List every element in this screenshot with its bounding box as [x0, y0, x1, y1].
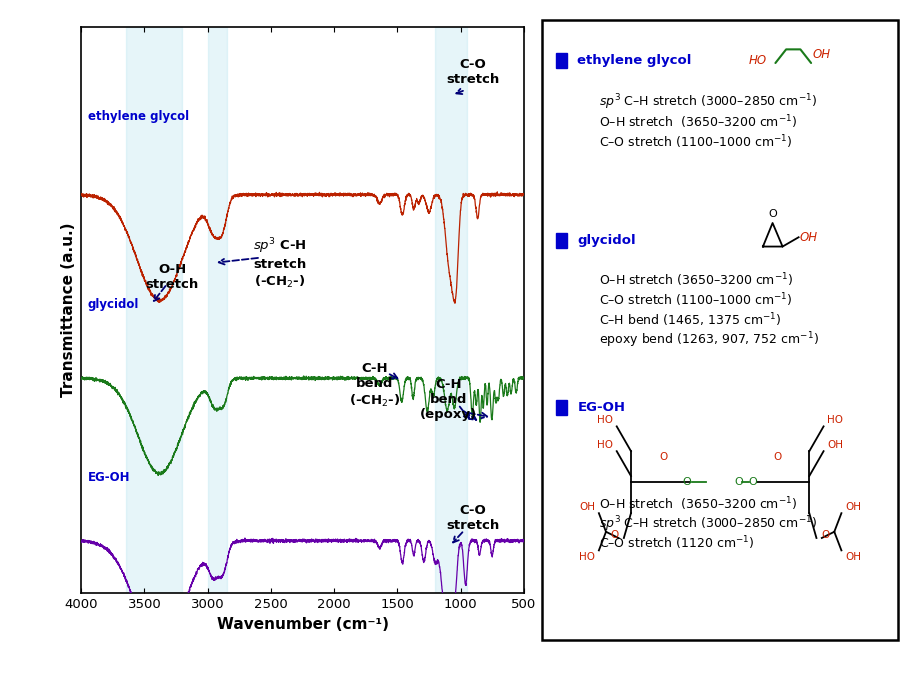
- Text: glycidol: glycidol: [577, 234, 635, 247]
- Text: C-O
stretch: C-O stretch: [446, 59, 499, 86]
- Bar: [435, 27, 466, 593]
- Text: O–H stretch  (3650–3200 cm$^{-1}$): O–H stretch (3650–3200 cm$^{-1}$): [598, 114, 796, 131]
- Bar: [556, 53, 566, 68]
- X-axis label: Wavenumber (cm⁻¹): Wavenumber (cm⁻¹): [216, 617, 388, 632]
- Text: ethylene glycol: ethylene glycol: [577, 54, 691, 67]
- Text: HO: HO: [748, 54, 766, 67]
- Text: O: O: [748, 477, 757, 487]
- Text: HO: HO: [596, 415, 612, 425]
- Text: C-H
bend
(epoxy): C-H bend (epoxy): [419, 378, 476, 421]
- Text: O: O: [768, 209, 776, 218]
- Text: O: O: [658, 452, 667, 462]
- Text: C–H bend (1465, 1375 cm$^{-1}$): C–H bend (1465, 1375 cm$^{-1}$): [598, 311, 780, 329]
- Bar: [125, 27, 182, 593]
- Text: OH: OH: [811, 48, 829, 61]
- Text: HO: HO: [826, 415, 842, 425]
- Text: $sp^3$ C-H
stretch
(-CH$_2$-): $sp^3$ C-H stretch (-CH$_2$-): [253, 237, 307, 290]
- Text: $sp^3$ C–H stretch (3000–2850 cm$^{-1}$): $sp^3$ C–H stretch (3000–2850 cm$^{-1}$): [598, 93, 816, 113]
- Text: HO: HO: [596, 440, 612, 450]
- Text: O: O: [682, 477, 691, 487]
- Text: C–O stretch (1100–1000 cm$^{-1}$): C–O stretch (1100–1000 cm$^{-1}$): [598, 133, 792, 151]
- Text: HO: HO: [579, 551, 594, 561]
- Text: O–H stretch (3650–3200 cm$^{-1}$): O–H stretch (3650–3200 cm$^{-1}$): [598, 272, 792, 289]
- Text: C-O
stretch: C-O stretch: [446, 504, 499, 532]
- Text: OH: OH: [799, 231, 817, 244]
- Text: OH: OH: [579, 502, 594, 512]
- Text: $sp^3$ C–H stretch (3000–2850 cm$^{-1}$): $sp^3$ C–H stretch (3000–2850 cm$^{-1}$): [598, 514, 816, 534]
- Bar: [556, 400, 566, 415]
- Text: O: O: [610, 530, 618, 540]
- Text: OH: OH: [844, 551, 860, 561]
- Text: epoxy bend (1263, 907, 752 cm$^{-1}$): epoxy bend (1263, 907, 752 cm$^{-1}$): [598, 330, 818, 350]
- Y-axis label: Transmittance (a.u.): Transmittance (a.u.): [60, 223, 76, 397]
- Bar: [207, 27, 226, 593]
- Text: EG-OH: EG-OH: [577, 401, 625, 415]
- Text: C-H
bend
(-CH$_2$-): C-H bend (-CH$_2$-): [348, 363, 400, 409]
- Text: EG-OH: EG-OH: [87, 471, 130, 485]
- Bar: [556, 233, 566, 248]
- Text: C–O stretch (1120 cm$^{-1}$): C–O stretch (1120 cm$^{-1}$): [598, 534, 754, 553]
- Text: OH: OH: [826, 440, 842, 450]
- Text: ethylene glycol: ethylene glycol: [87, 110, 189, 123]
- Text: O-H
stretch: O-H stretch: [145, 263, 198, 291]
- Text: C–O stretch (1100–1000 cm$^{-1}$): C–O stretch (1100–1000 cm$^{-1}$): [598, 292, 792, 309]
- Text: O–H stretch  (3650–3200 cm$^{-1}$): O–H stretch (3650–3200 cm$^{-1}$): [598, 495, 796, 513]
- Text: glycidol: glycidol: [87, 299, 139, 311]
- Text: OH: OH: [844, 502, 860, 512]
- FancyBboxPatch shape: [541, 20, 897, 640]
- Text: O: O: [772, 452, 780, 462]
- Text: O: O: [821, 530, 829, 540]
- Text: O: O: [733, 477, 742, 487]
